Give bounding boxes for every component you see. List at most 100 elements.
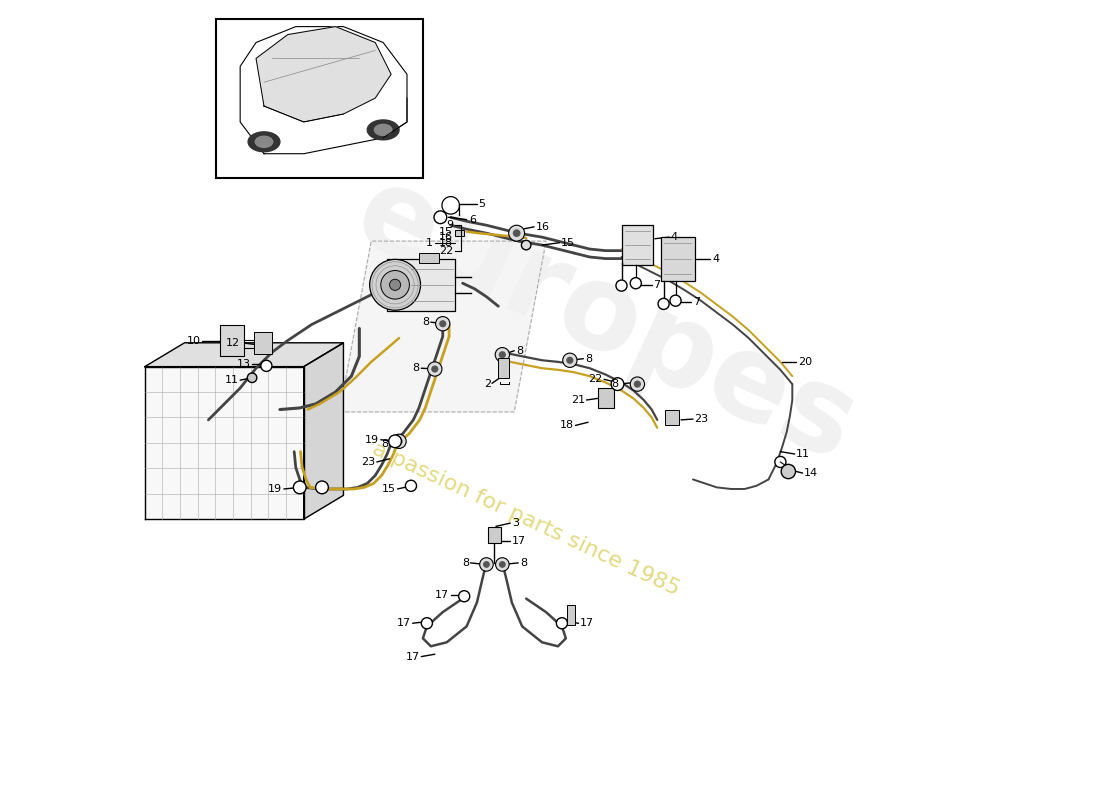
Circle shape (480, 558, 493, 571)
Ellipse shape (255, 136, 273, 147)
Circle shape (406, 480, 417, 491)
Text: 18: 18 (439, 238, 453, 249)
Circle shape (248, 373, 257, 382)
Ellipse shape (249, 132, 279, 152)
Polygon shape (145, 366, 304, 519)
Text: 4: 4 (671, 232, 678, 242)
Text: 11: 11 (796, 449, 811, 459)
Circle shape (432, 366, 438, 372)
Circle shape (396, 438, 402, 444)
Text: 17: 17 (580, 618, 594, 628)
Circle shape (459, 590, 470, 602)
Bar (621, 226, 653, 265)
Bar (217, 18, 422, 178)
Circle shape (389, 279, 400, 290)
Text: 8: 8 (462, 558, 469, 568)
Text: 17: 17 (397, 618, 411, 628)
Text: 18: 18 (560, 421, 574, 430)
Text: 12: 12 (226, 338, 240, 348)
Text: 8: 8 (422, 317, 429, 327)
Text: 2: 2 (484, 379, 492, 389)
Text: 17: 17 (434, 590, 449, 600)
Circle shape (781, 464, 795, 478)
Circle shape (670, 295, 681, 306)
Bar (454, 230, 464, 236)
Circle shape (381, 270, 409, 299)
Text: 8: 8 (381, 438, 388, 449)
Text: 16: 16 (439, 232, 453, 242)
Bar (387, 259, 454, 310)
Circle shape (428, 362, 442, 376)
Bar (597, 388, 614, 408)
Circle shape (635, 382, 640, 387)
Circle shape (261, 360, 272, 371)
Text: 8: 8 (412, 363, 420, 374)
Text: 13: 13 (236, 359, 251, 370)
Text: 20: 20 (798, 357, 812, 367)
Circle shape (434, 211, 447, 224)
Circle shape (370, 259, 420, 310)
Circle shape (630, 278, 641, 289)
Circle shape (630, 377, 645, 391)
Text: 11: 11 (224, 375, 239, 385)
Ellipse shape (374, 124, 392, 135)
Bar (419, 254, 439, 263)
Text: 7: 7 (653, 280, 660, 290)
Circle shape (563, 353, 578, 367)
Circle shape (388, 435, 401, 448)
Circle shape (521, 240, 531, 250)
Text: 5: 5 (478, 198, 485, 209)
Circle shape (392, 434, 406, 449)
Circle shape (612, 378, 624, 390)
Text: europes: europes (338, 154, 873, 486)
Text: 23: 23 (694, 414, 708, 424)
Text: 9: 9 (446, 220, 453, 230)
Circle shape (514, 230, 520, 236)
Circle shape (774, 457, 785, 467)
Circle shape (421, 618, 432, 629)
Bar (666, 410, 680, 426)
Text: 22: 22 (439, 246, 453, 256)
Polygon shape (256, 26, 392, 122)
Circle shape (316, 481, 329, 494)
Circle shape (557, 618, 568, 629)
Bar (661, 237, 694, 281)
Bar (488, 527, 501, 543)
Circle shape (658, 298, 669, 310)
Circle shape (436, 317, 450, 331)
Text: 19: 19 (365, 434, 380, 445)
Polygon shape (240, 26, 407, 154)
Text: 16: 16 (536, 222, 550, 232)
Text: 17: 17 (512, 536, 526, 546)
Polygon shape (340, 241, 546, 412)
Text: 8: 8 (612, 379, 618, 389)
Circle shape (566, 358, 573, 363)
Polygon shape (145, 342, 343, 366)
Text: 14: 14 (804, 468, 818, 478)
Ellipse shape (367, 120, 399, 140)
Circle shape (616, 280, 627, 291)
Text: 22: 22 (588, 374, 603, 384)
Text: 7: 7 (693, 298, 700, 307)
Text: a passion for parts since 1985: a passion for parts since 1985 (370, 439, 683, 599)
Circle shape (496, 558, 509, 571)
Text: 8: 8 (516, 346, 522, 356)
Text: 21: 21 (571, 395, 585, 405)
Circle shape (484, 562, 490, 567)
Text: 8: 8 (520, 558, 527, 568)
Circle shape (495, 347, 509, 362)
Text: 17: 17 (406, 652, 420, 662)
Text: 4: 4 (712, 254, 719, 263)
Polygon shape (304, 342, 343, 519)
Bar (220, 325, 244, 356)
Circle shape (440, 321, 446, 326)
Bar (498, 358, 509, 378)
Text: 23: 23 (361, 457, 375, 467)
Circle shape (499, 352, 505, 358)
Text: 3: 3 (512, 518, 519, 528)
Text: 15: 15 (382, 484, 396, 494)
Text: 10: 10 (186, 336, 200, 346)
Text: 19: 19 (268, 484, 283, 494)
Text: 6: 6 (469, 214, 476, 225)
Text: 15: 15 (439, 226, 453, 237)
